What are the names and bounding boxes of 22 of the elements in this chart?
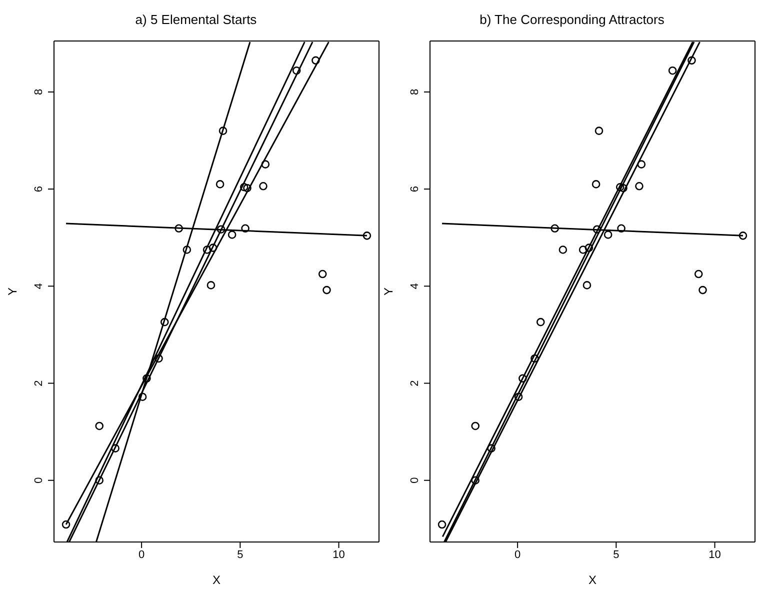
y-tick-label: 0 (33, 477, 45, 484)
y-tick-label: 6 (33, 186, 45, 192)
y-tick-label: 6 (409, 186, 421, 192)
x-tick-label: 5 (237, 548, 244, 561)
x-axis-title: X (212, 573, 221, 587)
y-axis-title: Y (381, 287, 396, 296)
x-tick-label: 10 (332, 548, 345, 561)
chart-title: b) The Corresponding Attractors (478, 11, 666, 29)
x-tick-label: 0 (514, 548, 521, 561)
y-tick-label: 4 (33, 283, 45, 290)
y-tick-label: 8 (409, 88, 421, 96)
y-tick-label: 0 (409, 477, 421, 484)
y-axis-title: Y (5, 287, 20, 296)
x-tick-label: 5 (613, 548, 620, 561)
y-tick-label: 2 (409, 380, 421, 386)
y-tick-label: 2 (33, 380, 45, 386)
x-tick-label: 10 (708, 548, 721, 561)
chart-title: a) 5 Elemental Starts (134, 11, 258, 29)
x-axis-title: X (588, 573, 597, 587)
y-tick-label: 8 (33, 88, 45, 96)
y-tick-label: 4 (409, 283, 421, 290)
x-tick-label: 0 (138, 548, 145, 561)
